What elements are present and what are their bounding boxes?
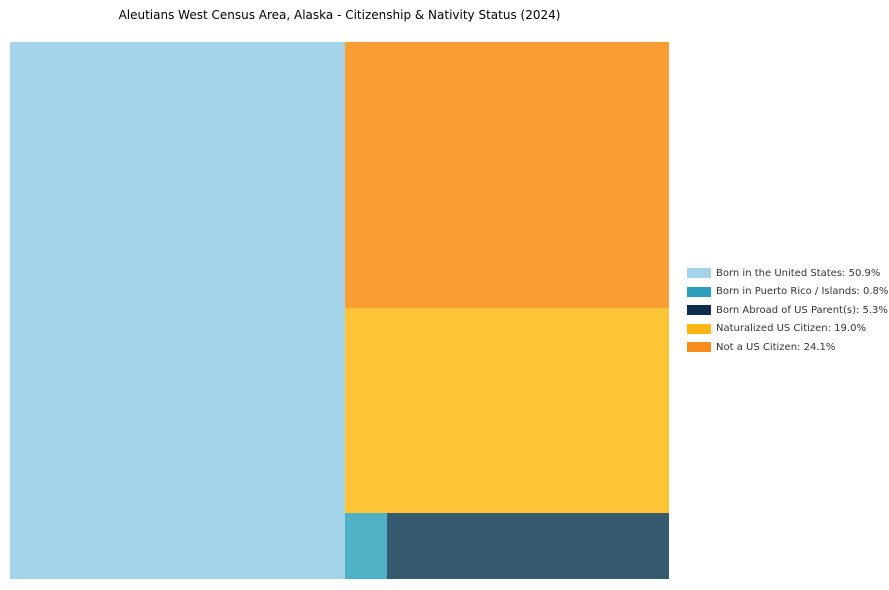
chart-title: Aleutians West Census Area, Alaska - Cit… xyxy=(118,8,561,22)
legend-item-born-abroad-us-parents: Born Abroad of US Parent(s): 5.3% xyxy=(687,301,888,320)
legend-item-naturalized-us-citizen: Naturalized US Citizen: 19.0% xyxy=(687,320,888,339)
legend-label-not-us-citizen: Not a US Citizen: 24.1% xyxy=(716,341,836,353)
legend-swatch-icon-born-in-us xyxy=(687,268,711,279)
legend-label-born-in-us: Born in the United States: 50.9% xyxy=(716,267,881,279)
legend-item-born-in-us: Born in the United States: 50.9% xyxy=(687,264,888,283)
legend-item-not-us-citizen: Not a US Citizen: 24.1% xyxy=(687,338,888,357)
treemap-tile-not-us-citizen xyxy=(344,42,669,308)
legend-label-born-abroad-us-parents: Born Abroad of US Parent(s): 5.3% xyxy=(716,304,888,316)
legend: Born in the United States: 50.9% Born in … xyxy=(687,264,888,357)
legend-label-born-puerto-rico-islands: Born in Puerto Rico / Islands: 0.8% xyxy=(716,286,889,298)
legend-label-naturalized-us-citizen: Naturalized US Citizen: 19.0% xyxy=(716,323,866,335)
treemap-tile-born-puerto-rico-islands xyxy=(344,513,387,579)
treemap-plot-area xyxy=(10,42,669,579)
legend-swatch-icon-born-abroad-us-parents xyxy=(687,305,711,316)
legend-item-born-puerto-rico-islands: Born in Puerto Rico / Islands: 0.8% xyxy=(687,283,888,302)
legend-swatch-icon-naturalized-us-citizen xyxy=(687,323,711,334)
treemap-tile-naturalized-us-citizen xyxy=(344,307,669,513)
treemap-tile-born-in-us xyxy=(10,42,345,579)
legend-swatch-icon-not-us-citizen xyxy=(687,342,711,353)
legend-swatch-icon-born-puerto-rico-islands xyxy=(687,286,711,297)
treemap-tile-born-abroad-us-parents xyxy=(387,513,669,579)
